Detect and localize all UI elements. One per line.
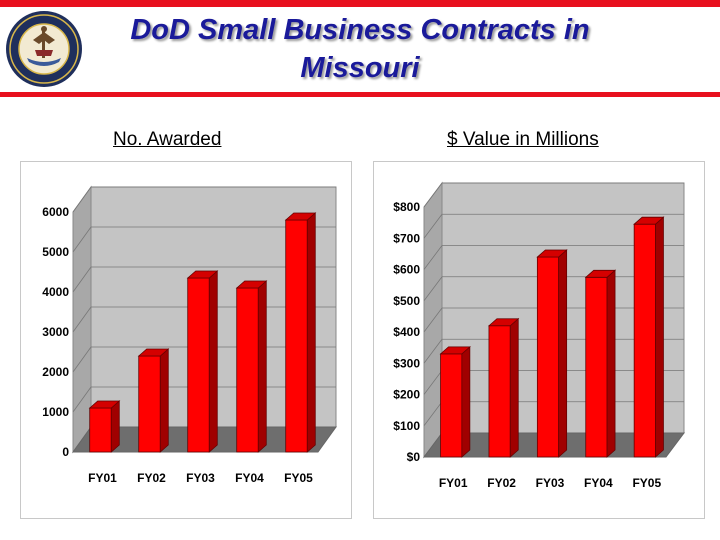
bar [584,269,617,458]
navy-seal-icon [6,11,82,87]
gridline-side [423,370,443,395]
y-tick-label: 6000 [42,205,69,219]
gridline-side [72,186,92,213]
x-tick-label: FY03 [186,471,215,485]
gridline-side [423,401,443,426]
gridline-side [423,245,443,270]
top-red-rule [0,0,720,7]
y-tick-label: $100 [393,419,420,433]
chart-panel-awarded: 0 1000 2000 3000 4000 5000 6000 FY01 FY02 FY03 FY0… [20,161,352,519]
gridline-side [423,182,443,208]
bar [88,400,121,453]
bar [284,212,317,453]
bar [137,348,170,453]
awarded-chart: 0 1000 2000 3000 4000 5000 6000 FY01 FY02 FY03 FY0… [42,185,337,485]
bar [633,216,665,458]
gridline-side [423,214,443,239]
x-tick-label: FY03 [536,476,565,490]
x-tick-label: FY01 [88,471,117,485]
gridline-side [72,266,92,293]
y-tick-label: 0 [62,445,69,459]
x-tick-label: FY01 [439,476,468,490]
y-tick-label: $0 [407,450,421,464]
gridline-side [72,386,92,413]
chart-title-value: $ Value in Millions [447,129,599,150]
page-title: DoD Small Business Contracts in Missouri [95,11,625,87]
chart-panel-value: $0 $100 $200 $300 $400 $500 $600 $700 $800 FY01 FY… [373,161,705,519]
gridline-side [423,276,443,301]
y-tick-label: 4000 [42,285,69,299]
x-tick-label: FY05 [632,476,661,490]
y-tick-label: $700 [393,231,420,245]
y-tick-label: 2000 [42,365,69,379]
bar [487,317,520,458]
chart-title-awarded: No. Awarded [113,129,222,150]
x-tick-label: FY02 [487,476,516,490]
x-tick-label: FY05 [284,471,313,485]
bar [536,249,568,458]
gridline-side [72,346,92,373]
y-tick-label: 5000 [42,245,69,259]
gridline-side [423,307,443,333]
bar [186,270,219,453]
y-tick-label: $400 [393,325,420,339]
y-tick-label: 1000 [42,405,69,419]
y-tick-label: $800 [393,200,420,214]
bar [439,345,471,458]
y-tick-label: 3000 [42,325,69,339]
gridline-side [423,339,443,364]
value-chart: $0 $100 $200 $300 $400 $500 $600 $700 $800 FY01 FY… [393,181,685,490]
title-line-2: Missouri [300,52,420,84]
bottom-red-rule [0,92,720,97]
x-tick-label: FY04 [584,476,613,490]
title-line-1: DoD Small Business Contracts in [130,14,590,46]
x-tick-label: FY02 [137,471,166,485]
y-tick-label: $300 [393,356,420,370]
y-tick-label: $500 [393,294,420,308]
gridline-side [72,226,92,253]
bar [235,280,268,453]
gridline-side [72,306,92,333]
y-tick-label: $200 [393,388,420,402]
x-tick-label: FY04 [235,471,264,485]
y-tick-label: $600 [393,263,420,277]
